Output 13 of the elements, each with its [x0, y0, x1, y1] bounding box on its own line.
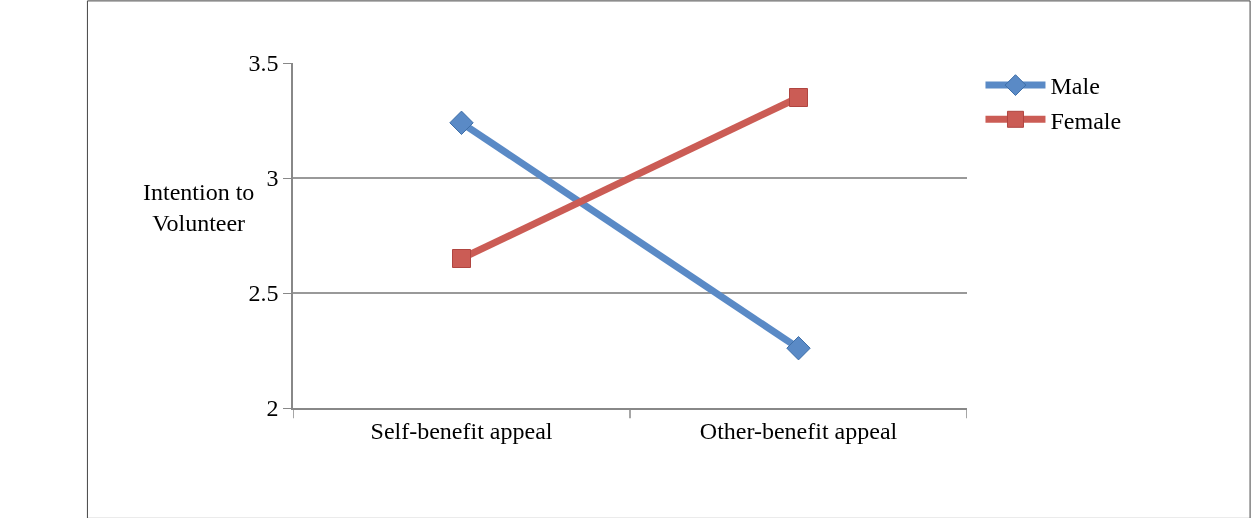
- y-axis-title: Intention to Volunteer: [143, 179, 255, 237]
- point: [789, 88, 808, 107]
- point: [449, 110, 474, 135]
- point: [786, 336, 811, 361]
- x-tick-label: Other-benefit appeal: [699, 417, 898, 444]
- y-tick-label: 3: [266, 165, 279, 192]
- legend-label: Male: [1050, 73, 1100, 100]
- y-tick-label: 2.5: [248, 280, 279, 307]
- y-tick-label: 2: [266, 395, 279, 422]
- x-tick-label: Self-benefit appeal: [370, 417, 553, 444]
- point: [452, 249, 471, 268]
- y-tick-label: 3.5: [248, 50, 279, 77]
- legend-label: Female: [1050, 107, 1122, 134]
